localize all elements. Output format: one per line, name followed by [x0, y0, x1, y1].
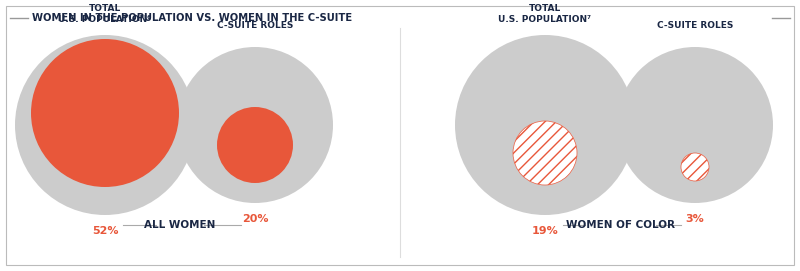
- Text: TOTAL: TOTAL: [89, 4, 121, 13]
- Text: 3%: 3%: [686, 214, 704, 224]
- Text: ALL WOMEN: ALL WOMEN: [144, 220, 216, 230]
- Circle shape: [177, 47, 333, 203]
- Text: C-SUITE ROLES: C-SUITE ROLES: [217, 21, 293, 30]
- Text: WOMEN OF COLOR: WOMEN OF COLOR: [566, 220, 674, 230]
- Circle shape: [31, 39, 179, 187]
- Circle shape: [513, 121, 577, 185]
- Circle shape: [455, 35, 635, 215]
- Circle shape: [15, 35, 195, 215]
- Circle shape: [217, 107, 293, 183]
- Text: 20%: 20%: [242, 214, 268, 224]
- Text: WOMEN IN THE POPULATION VS. WOMEN IN THE C-SUITE: WOMEN IN THE POPULATION VS. WOMEN IN THE…: [32, 13, 352, 23]
- Circle shape: [513, 121, 577, 185]
- Text: TOTAL: TOTAL: [529, 4, 561, 13]
- Text: U.S. POPULATION⁷: U.S. POPULATION⁷: [498, 15, 591, 24]
- Text: 19%: 19%: [532, 226, 558, 236]
- FancyBboxPatch shape: [6, 6, 794, 265]
- Text: 52%: 52%: [92, 226, 118, 236]
- Text: C-SUITE ROLES: C-SUITE ROLES: [657, 21, 733, 30]
- Circle shape: [617, 47, 773, 203]
- Circle shape: [681, 153, 709, 181]
- Circle shape: [681, 153, 709, 181]
- Text: U.S. POPULATION⁶: U.S. POPULATION⁶: [58, 15, 151, 24]
